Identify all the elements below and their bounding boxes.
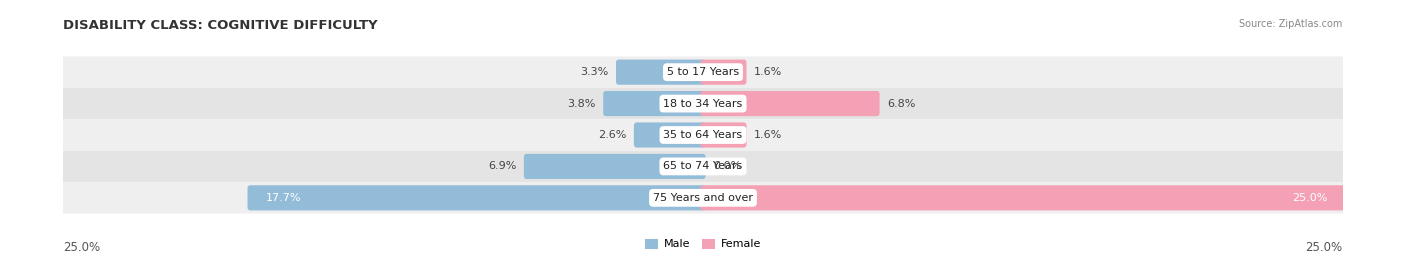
Text: 0.0%: 0.0%	[713, 161, 741, 171]
Text: 18 to 34 Years: 18 to 34 Years	[664, 99, 742, 109]
Legend: Male, Female: Male, Female	[641, 234, 765, 254]
FancyBboxPatch shape	[700, 60, 747, 85]
FancyBboxPatch shape	[603, 91, 706, 116]
Text: 6.9%: 6.9%	[488, 161, 516, 171]
Text: 3.8%: 3.8%	[567, 99, 596, 109]
Text: 75 Years and over: 75 Years and over	[652, 193, 754, 203]
FancyBboxPatch shape	[247, 185, 706, 210]
Text: 25.0%: 25.0%	[1292, 193, 1327, 203]
Text: 25.0%: 25.0%	[63, 241, 100, 254]
Text: 35 to 64 Years: 35 to 64 Years	[664, 130, 742, 140]
FancyBboxPatch shape	[700, 185, 1346, 210]
Text: 2.6%: 2.6%	[598, 130, 626, 140]
FancyBboxPatch shape	[62, 56, 1344, 88]
FancyBboxPatch shape	[634, 122, 706, 148]
Text: DISABILITY CLASS: COGNITIVE DIFFICULTY: DISABILITY CLASS: COGNITIVE DIFFICULTY	[63, 19, 378, 32]
FancyBboxPatch shape	[700, 122, 747, 148]
Text: 6.8%: 6.8%	[887, 99, 915, 109]
Text: Source: ZipAtlas.com: Source: ZipAtlas.com	[1239, 19, 1343, 29]
FancyBboxPatch shape	[62, 182, 1344, 214]
FancyBboxPatch shape	[700, 91, 880, 116]
FancyBboxPatch shape	[62, 119, 1344, 151]
Text: 65 to 74 Years: 65 to 74 Years	[664, 161, 742, 171]
FancyBboxPatch shape	[524, 154, 706, 179]
Text: 1.6%: 1.6%	[754, 130, 782, 140]
FancyBboxPatch shape	[616, 60, 706, 85]
FancyBboxPatch shape	[62, 151, 1344, 182]
Text: 17.7%: 17.7%	[266, 193, 301, 203]
FancyBboxPatch shape	[62, 88, 1344, 119]
Text: 1.6%: 1.6%	[754, 67, 782, 77]
Text: 3.3%: 3.3%	[581, 67, 609, 77]
Text: 25.0%: 25.0%	[1306, 241, 1343, 254]
Text: 5 to 17 Years: 5 to 17 Years	[666, 67, 740, 77]
